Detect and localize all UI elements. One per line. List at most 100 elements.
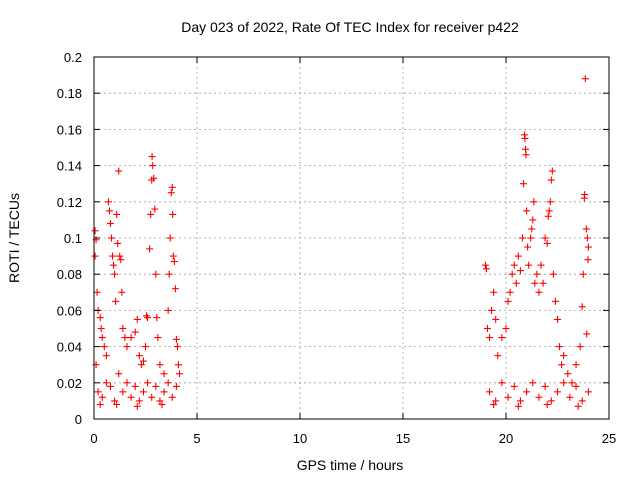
data-point	[482, 265, 490, 273]
data-point	[486, 334, 494, 342]
axis-ticks: 0 5 10 15 20 25 0 0.02 0.04 0.06 0.08 0.1 0.12 0.14 0.…	[57, 50, 617, 446]
data-point	[112, 297, 120, 305]
data-point	[113, 210, 121, 218]
data-point	[498, 379, 506, 387]
data-point	[543, 239, 551, 247]
data-point	[583, 330, 591, 338]
data-point	[578, 303, 586, 311]
data-point	[581, 191, 589, 199]
data-point	[537, 261, 545, 269]
data-point	[152, 382, 160, 390]
data-point	[574, 402, 582, 410]
data-point	[568, 379, 576, 387]
data-point	[541, 382, 549, 390]
data-point	[119, 388, 127, 396]
data-point	[494, 352, 502, 360]
data-point	[483, 325, 491, 332]
data-point	[560, 352, 568, 360]
data-point	[572, 382, 580, 390]
data-point	[502, 325, 510, 332]
data-point	[584, 388, 592, 396]
data-point	[94, 388, 102, 396]
data-point	[144, 379, 152, 387]
data-point	[133, 402, 141, 410]
data-point	[546, 198, 554, 206]
data-point	[558, 361, 566, 369]
data-point	[539, 279, 547, 287]
data-point	[98, 334, 106, 342]
data-point	[584, 256, 592, 264]
data-point	[564, 370, 572, 378]
data-point	[481, 261, 489, 269]
data-point	[541, 234, 549, 242]
data-point	[174, 361, 182, 369]
data-point	[127, 393, 135, 401]
data-point	[169, 252, 177, 260]
x-axis-label: GPS time / hours	[297, 457, 404, 473]
data-point	[102, 379, 110, 387]
data-point	[504, 297, 512, 305]
data-point	[521, 134, 529, 142]
data-point	[97, 325, 105, 332]
data-point	[147, 210, 155, 218]
data-point	[544, 212, 552, 220]
data-point	[523, 207, 531, 215]
y-tick-label: 0.12	[57, 195, 82, 210]
data-point	[169, 210, 177, 218]
data-point	[173, 343, 181, 351]
data-point	[137, 361, 145, 369]
data-point	[549, 270, 557, 278]
data-point	[109, 252, 117, 260]
data-point	[504, 393, 512, 401]
data-point	[490, 401, 498, 409]
data-point	[554, 315, 561, 323]
data-point	[486, 388, 494, 396]
data-point	[506, 288, 514, 296]
data-point	[91, 227, 99, 235]
y-tick-label: 0.06	[57, 303, 82, 318]
data-point	[144, 314, 152, 322]
data-point	[110, 261, 118, 269]
data-point	[533, 270, 541, 278]
data-point	[106, 220, 114, 228]
data-point	[154, 334, 162, 342]
data-point	[582, 225, 590, 233]
x-tick-label: 0	[90, 431, 97, 446]
data-point	[108, 234, 116, 242]
data-point	[117, 256, 125, 264]
data-point	[545, 207, 553, 215]
data-point	[152, 270, 160, 278]
data-point	[106, 382, 114, 390]
data-point	[135, 352, 143, 360]
data-point	[492, 397, 500, 405]
data-point	[547, 397, 555, 405]
data-point	[167, 189, 175, 197]
data-point	[172, 335, 180, 343]
x-tick-label: 15	[396, 431, 410, 446]
data-point	[142, 343, 149, 351]
y-axis-label: ROTI / TECUs	[6, 193, 22, 283]
data-point	[171, 285, 179, 293]
data-point	[583, 234, 591, 242]
data-point	[156, 361, 164, 369]
data-point	[520, 180, 528, 188]
data-point	[566, 393, 574, 401]
data-point	[116, 252, 124, 260]
data-point	[121, 334, 129, 342]
data-point	[508, 270, 516, 278]
data-point	[492, 315, 500, 323]
data-point	[91, 252, 99, 260]
data-point	[556, 343, 564, 351]
data-point	[96, 401, 104, 409]
y-tick-label: 0	[75, 412, 82, 427]
y-tick-label: 0.02	[57, 376, 82, 391]
data-point	[175, 370, 183, 378]
data-point	[510, 382, 518, 390]
data-point	[131, 382, 139, 390]
data-point	[547, 176, 555, 184]
data-point	[100, 343, 108, 351]
y-tick-label: 0.14	[57, 159, 82, 174]
data-point	[148, 153, 156, 161]
data-point	[111, 397, 119, 405]
